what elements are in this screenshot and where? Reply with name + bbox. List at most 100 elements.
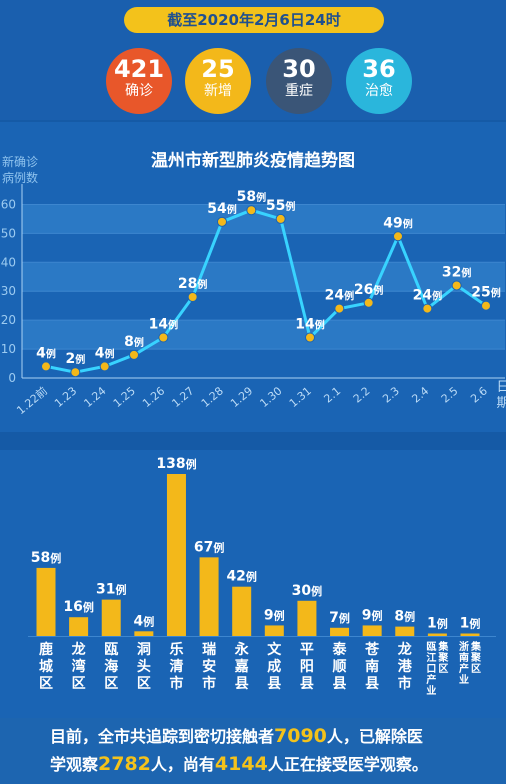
new-value: 25 bbox=[201, 55, 235, 83]
svg-text:鹿: 鹿 bbox=[38, 641, 53, 658]
data-point bbox=[158, 332, 169, 343]
data-point bbox=[129, 349, 139, 360]
data-point bbox=[422, 303, 433, 314]
svg-text:产: 产 bbox=[459, 662, 469, 675]
svg-text:业: 业 bbox=[459, 673, 469, 686]
svg-text:市: 市 bbox=[202, 675, 216, 692]
svg-text:区: 区 bbox=[438, 663, 448, 675]
svg-text:县: 县 bbox=[235, 676, 249, 692]
confirmed-stat: 421 确诊 bbox=[106, 48, 172, 114]
svg-text:平: 平 bbox=[300, 642, 314, 658]
bar bbox=[232, 586, 252, 636]
confirmed-value: 421 bbox=[113, 55, 165, 83]
data-label: 14例 bbox=[295, 317, 324, 333]
svg-text:区: 区 bbox=[39, 676, 53, 692]
x-tick-label: 1.30 bbox=[257, 384, 284, 410]
x-tick-label: 1.24 bbox=[81, 384, 108, 410]
footer-line-1: 目前，全市共追踪到密切接触者7090人，已解除医 bbox=[50, 726, 423, 747]
cured-stat: 36 治愈 bbox=[346, 48, 412, 114]
svg-text:南: 南 bbox=[459, 651, 469, 664]
svg-text:区: 区 bbox=[104, 676, 118, 692]
bar bbox=[264, 625, 284, 636]
svg-text:市: 市 bbox=[169, 675, 183, 692]
bar-value-label: 30例 bbox=[292, 583, 322, 599]
svg-text:区: 区 bbox=[137, 676, 151, 692]
svg-text:洞: 洞 bbox=[137, 642, 151, 658]
data-point bbox=[334, 303, 345, 314]
data-label: 24例 bbox=[325, 288, 354, 304]
x-tick-label: 1.26 bbox=[140, 384, 167, 410]
svg-text:头: 头 bbox=[137, 658, 151, 675]
data-point bbox=[451, 280, 462, 291]
x-axis-title: 日 bbox=[496, 380, 506, 395]
x-tick-label: 2.4 bbox=[409, 384, 431, 405]
data-label: 4例 bbox=[36, 345, 56, 361]
bar bbox=[199, 557, 219, 636]
data-point bbox=[393, 231, 403, 242]
bar-category-label: 泰顺县 bbox=[332, 641, 348, 692]
bar-value-label: 31例 bbox=[96, 582, 126, 598]
bar bbox=[166, 474, 186, 636]
svg-text:湾: 湾 bbox=[72, 658, 86, 675]
new-label: 新增 bbox=[204, 83, 232, 99]
bar-value-label: 42例 bbox=[226, 569, 256, 585]
y-tick-label: 50 bbox=[1, 226, 16, 240]
y-axis-label-line-1: 新确诊 bbox=[2, 155, 39, 169]
footer-text-1b: 人，已解除医 bbox=[326, 727, 423, 746]
x-tick-label: 1.23 bbox=[52, 384, 79, 410]
footer-line-2: 学观察2782人，尚有4144人正在接受医学观察。 bbox=[50, 754, 428, 775]
y-axis-label-line-2: 病例数 bbox=[2, 171, 39, 185]
bar-category-label: 乐清市 bbox=[169, 641, 183, 692]
bar-category-label: 平阳县 bbox=[300, 642, 314, 692]
svg-text:县: 县 bbox=[365, 676, 379, 692]
data-point bbox=[187, 292, 198, 303]
svg-text:县: 县 bbox=[300, 676, 314, 692]
released-count: 2782 bbox=[98, 753, 151, 775]
svg-text:区: 区 bbox=[72, 676, 86, 692]
y-tick-label: 30 bbox=[1, 284, 16, 298]
x-tick-label: 1.31 bbox=[287, 384, 314, 410]
x-tick-label: 1.25 bbox=[111, 384, 138, 410]
x-tick-label: 1.28 bbox=[199, 384, 226, 410]
footer-text-2a: 学观察 bbox=[50, 755, 99, 774]
x-tick-label: 1.22前 bbox=[14, 384, 50, 418]
svg-text:瑞: 瑞 bbox=[202, 641, 216, 658]
data-label: 32例 bbox=[442, 264, 471, 280]
x-tick-label: 2.3 bbox=[380, 384, 402, 405]
data-point bbox=[217, 216, 227, 227]
svg-text:泰: 泰 bbox=[332, 641, 348, 658]
data-label: 58例 bbox=[237, 189, 266, 205]
y-tick-label: 20 bbox=[1, 313, 16, 327]
x-tick-label: 1.27 bbox=[169, 384, 196, 410]
contacts-count: 7090 bbox=[274, 725, 327, 747]
svg-text:业: 业 bbox=[426, 684, 436, 697]
footer-text-1a: 目前，全市共追踪到密切接触者 bbox=[50, 727, 275, 746]
grid-band bbox=[22, 204, 505, 234]
district-panel bbox=[0, 450, 506, 720]
svg-text:港: 港 bbox=[398, 658, 413, 675]
data-label: 26例 bbox=[354, 282, 383, 298]
x-axis-title: 期 bbox=[496, 396, 506, 411]
x-tick-label: 1.29 bbox=[228, 384, 255, 410]
data-label: 25例 bbox=[471, 285, 500, 301]
series-line bbox=[45, 208, 487, 374]
svg-text:城: 城 bbox=[39, 658, 53, 675]
bar-value-label: 1例 bbox=[427, 616, 448, 632]
bar-category-label: 永嘉县 bbox=[234, 641, 250, 692]
trend-chart-title: 温州市新型肺炎疫情趋势图 bbox=[151, 151, 355, 171]
bar-value-label: 9例 bbox=[362, 607, 383, 623]
bar-category-label: 龙港市 bbox=[397, 641, 413, 692]
bar bbox=[101, 599, 121, 636]
y-tick-label: 10 bbox=[1, 342, 16, 356]
bar bbox=[36, 567, 56, 636]
svg-text:顺: 顺 bbox=[333, 659, 347, 675]
bar-category-label: 瓯海区 bbox=[104, 642, 118, 692]
bar bbox=[69, 617, 89, 636]
y-tick-label: 0 bbox=[8, 371, 16, 385]
svg-text:苍: 苍 bbox=[364, 642, 380, 658]
svg-text:市: 市 bbox=[398, 675, 412, 692]
bar-value-label: 67例 bbox=[194, 539, 224, 555]
x-tick-label: 2.5 bbox=[439, 384, 461, 405]
data-label: 24例 bbox=[413, 288, 442, 304]
svg-text:浙: 浙 bbox=[459, 640, 469, 653]
